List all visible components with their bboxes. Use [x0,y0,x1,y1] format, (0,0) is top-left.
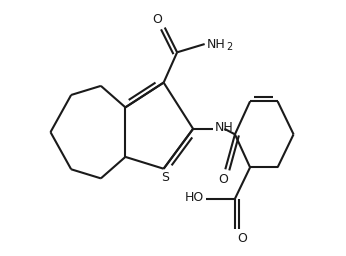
Text: 2: 2 [226,42,232,52]
Text: O: O [218,173,228,186]
Text: S: S [161,172,169,185]
Text: O: O [152,13,162,26]
Text: O: O [237,232,247,245]
Text: NH: NH [215,121,234,134]
Text: NH: NH [207,38,226,50]
Text: HO: HO [184,191,204,204]
